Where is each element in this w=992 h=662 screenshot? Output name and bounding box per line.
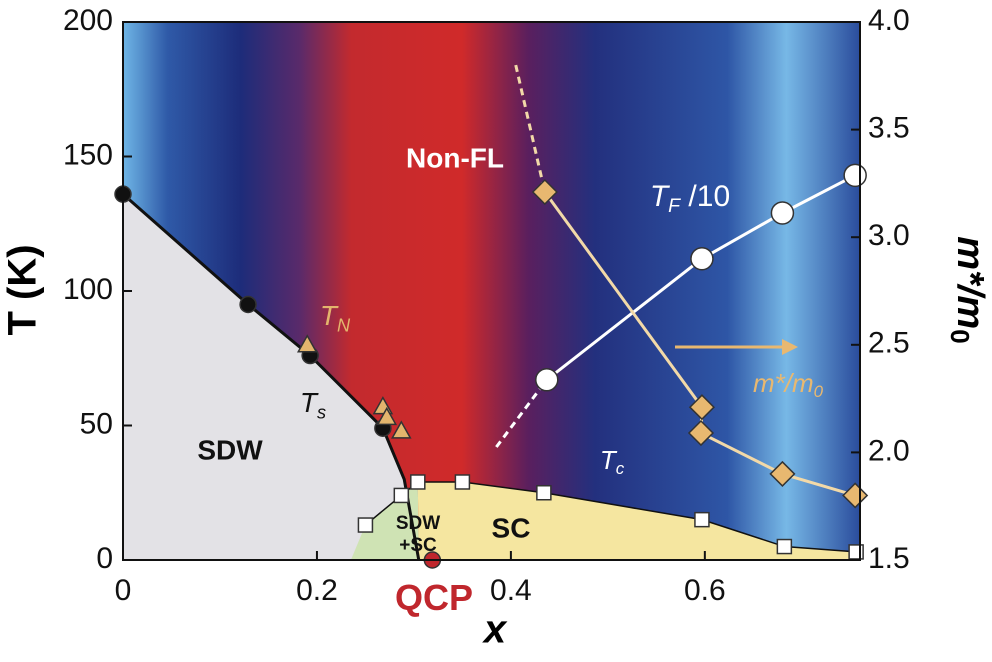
point — [239, 295, 257, 314]
y2-axis-label: m*/m0 — [945, 236, 991, 343]
series-label-part: c — [616, 459, 625, 478]
x-tick-label: 0.6 — [684, 574, 726, 607]
y-tick-label: 100 — [63, 273, 113, 306]
series-label: QCP — [395, 577, 473, 618]
series-label-part: m*/m — [753, 368, 814, 398]
y-tick-label: 50 — [80, 407, 113, 440]
point — [536, 485, 552, 501]
series-label-part: N — [337, 315, 351, 335]
y-axis-label: T (K) — [1, 244, 45, 335]
dashed-extension — [514, 64, 547, 193]
sc-region — [417, 481, 860, 560]
point — [687, 419, 715, 447]
y-tick-label: 150 — [63, 138, 113, 171]
point — [769, 460, 796, 487]
series-line — [545, 173, 856, 381]
point — [376, 406, 398, 426]
series-label-part: /10 — [680, 180, 730, 213]
annotation: Non-FL — [406, 142, 504, 173]
y2-label-main: m*/m — [949, 236, 991, 329]
series-label-part: T — [650, 180, 671, 213]
sdw-region — [123, 194, 419, 560]
y2-tick-label: 3.0 — [868, 219, 910, 252]
y2-tick-label: 3.5 — [868, 112, 910, 145]
series-label: Tc — [600, 445, 625, 478]
series-label: Ts — [300, 387, 326, 422]
annotation: +SC — [399, 535, 437, 556]
x-tick-label: 0.2 — [296, 574, 338, 607]
y2-label-sub: 0 — [945, 329, 975, 343]
annotation: SDW — [396, 513, 440, 534]
point — [391, 420, 412, 439]
point — [776, 538, 793, 555]
y-tick-label: 0 — [96, 542, 113, 575]
point — [688, 394, 715, 421]
series-label-part: QCP — [395, 577, 473, 618]
arrow-head — [782, 339, 798, 355]
point — [296, 334, 318, 353]
series-label: TF /10 — [650, 180, 730, 217]
point — [535, 368, 559, 392]
y-tick-label: 200 — [63, 4, 113, 37]
y2-tick-label: 4.0 — [868, 4, 910, 37]
annotation: SDW — [197, 434, 263, 465]
x-tick-label: 0 — [115, 574, 132, 607]
point — [393, 487, 410, 504]
point — [531, 178, 558, 206]
point — [694, 511, 710, 528]
series-label-part: F — [668, 195, 681, 217]
annotation: SC — [492, 512, 531, 543]
series-label: TN — [320, 300, 351, 335]
point — [842, 482, 869, 509]
point — [357, 517, 374, 533]
point — [690, 246, 714, 271]
series-label-part: T — [320, 300, 339, 331]
y2-tick-label: 2.5 — [868, 327, 910, 360]
point — [843, 163, 867, 188]
series-label: m*/m0 — [753, 368, 824, 401]
series-label-part: s — [317, 402, 326, 422]
point — [848, 544, 864, 560]
y2-tick-label: 2.0 — [868, 434, 910, 467]
x-tick-label: 0.4 — [490, 574, 532, 607]
point — [770, 201, 795, 225]
point — [454, 474, 471, 490]
y2-tick-label: 1.5 — [868, 542, 910, 575]
series-label-part: T — [600, 445, 618, 475]
dashed-extension — [495, 378, 548, 448]
x-axis-label: x — [482, 608, 508, 652]
series-label-part: T — [300, 387, 319, 418]
series-label-part: 0 — [814, 382, 824, 401]
point — [410, 474, 426, 490]
